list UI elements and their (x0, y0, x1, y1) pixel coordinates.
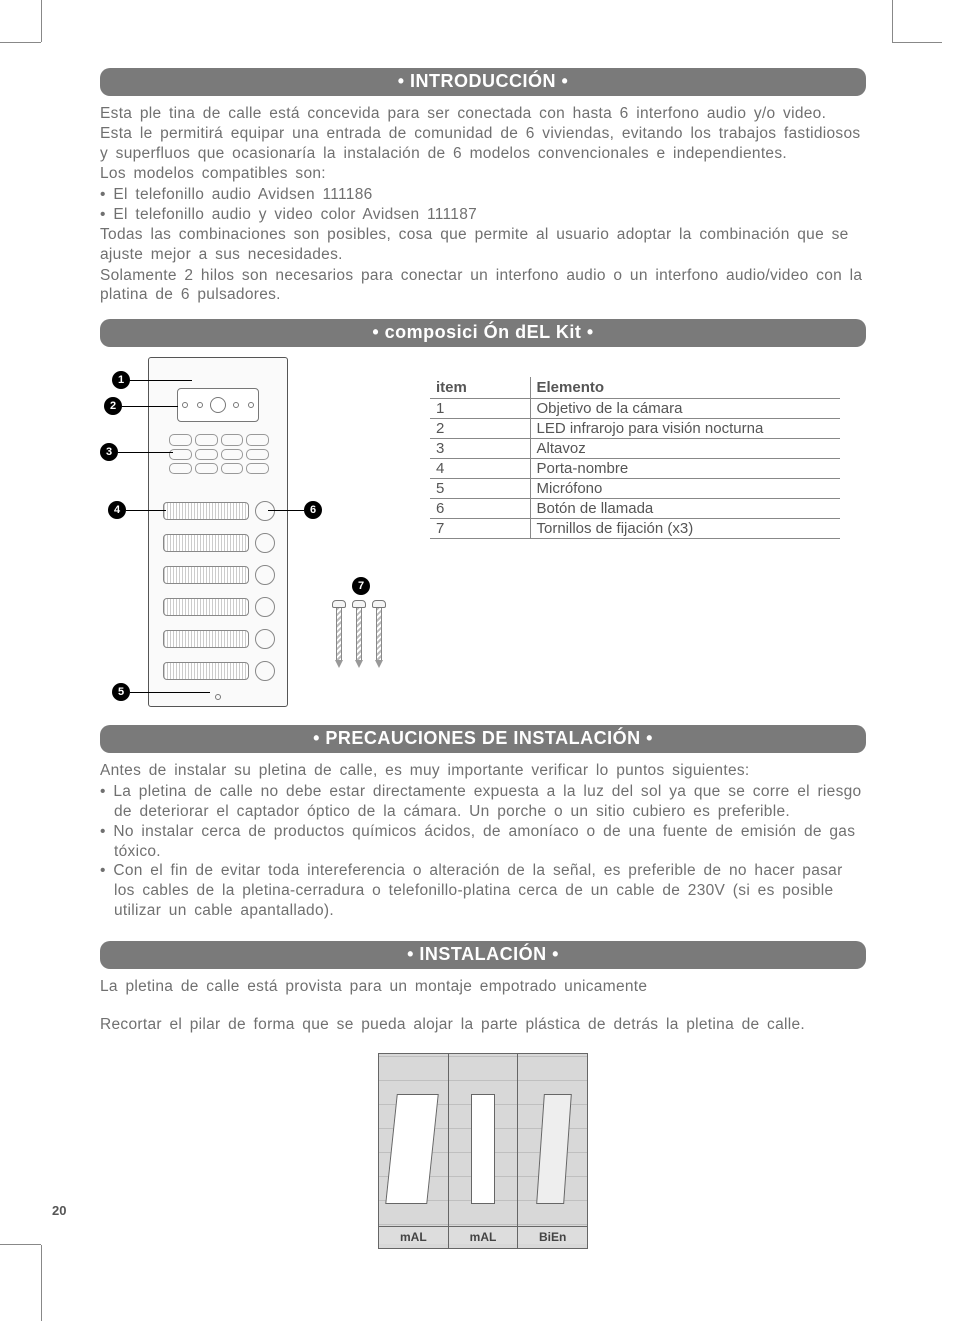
kit-items-table: item Elemento 1Objetivo de la cámara 2LE… (430, 377, 840, 539)
name-slot (163, 502, 249, 520)
name-slot (163, 662, 249, 680)
table-row: 6Botón de llamada (430, 499, 840, 519)
call-button-icon (255, 565, 275, 585)
pillar-bad-2: mAL (449, 1054, 519, 1248)
call-row (163, 530, 275, 556)
table-row: 1Objetivo de la cámara (430, 399, 840, 419)
section-title-intro: • INTRODUCCIÓN • (100, 68, 866, 96)
camera-lens-icon (210, 397, 226, 413)
install-p2: Recortar el pilar de forma que se pueda … (100, 1015, 866, 1035)
name-slot (163, 566, 249, 584)
intro-p1: Esta ple tina de calle está concevida pa… (100, 104, 866, 163)
call-button-icon (255, 501, 275, 521)
table-row: 3Altavoz (430, 439, 840, 459)
call-row (163, 594, 275, 620)
callout-1: 1 (112, 371, 130, 389)
name-slot (163, 534, 249, 552)
table-row: 2LED infrarojo para visión nocturna (430, 419, 840, 439)
table-row: 7Tornillos de fijación (x3) (430, 519, 840, 539)
pillar-label: mAL (379, 1226, 448, 1244)
pillar-good: BiEn (518, 1054, 587, 1248)
intro-p4: Solamente 2 hilos son necesarios para co… (100, 266, 866, 306)
call-button-icon (255, 597, 275, 617)
intro-p2: Los modelos compatibles son: (100, 164, 866, 184)
intro-text: Esta ple tina de calle está concevida pa… (100, 104, 866, 305)
callout-6: 6 (304, 501, 322, 519)
pillar-bad-1: mAL (379, 1054, 449, 1248)
table-row: 4Porta-nombre (430, 459, 840, 479)
ir-led-icon (182, 402, 188, 408)
install-p1: La pletina de calle está provista para u… (100, 977, 866, 997)
call-row (163, 498, 275, 524)
section-title-install: • INSTALACIÓN • (100, 941, 866, 969)
ir-led-icon (233, 402, 239, 408)
device-body (148, 357, 288, 707)
precautions-li2: No instalar cerca de productos químicos … (100, 822, 866, 862)
name-slot (163, 598, 249, 616)
speaker-grill (169, 434, 269, 474)
callout-5: 5 (112, 683, 130, 701)
section-title-kit: • composici Ón dEL Kit • (100, 319, 866, 347)
name-slot (163, 630, 249, 648)
table-header-elem: Elemento (530, 377, 840, 399)
page-content: • INTRODUCCIÓN • Esta ple tina de calle … (100, 68, 866, 1249)
precautions-intro: Antes de instalar su pletina de calle, e… (100, 761, 866, 781)
install-text: La pletina de calle está provista para u… (100, 977, 866, 1035)
callout-3: 3 (100, 443, 118, 461)
callout-2: 2 (104, 397, 122, 415)
callout-4: 4 (108, 501, 126, 519)
intro-li1: El telefonillo audio Avidsen 111186 (100, 185, 866, 205)
table-row: 5Micrófono (430, 479, 840, 499)
call-row (163, 658, 275, 684)
call-button-icon (255, 629, 275, 649)
microphone-icon (215, 694, 221, 700)
pillar-label: BiEn (518, 1226, 587, 1244)
camera-module (177, 388, 259, 422)
intro-p3: Todas las combinaciones son posibles, co… (100, 225, 866, 265)
precautions-text: Antes de instalar su pletina de calle, e… (100, 761, 866, 921)
ir-led-icon (248, 402, 254, 408)
precautions-li3: Con el fin de evitar toda intereferencia… (100, 861, 866, 920)
ir-led-icon (197, 402, 203, 408)
screws-icon (330, 582, 390, 682)
table-header-item: item (430, 377, 530, 399)
intro-li2: El telefonillo audio y video color Avids… (100, 205, 866, 225)
call-row (163, 562, 275, 588)
install-diagram: mAL mAL BiEn (378, 1053, 588, 1249)
call-button-icon (255, 661, 275, 681)
kit-content: 1 2 3 4 5 6 7 item Elemento (100, 357, 866, 717)
device-diagram: 1 2 3 4 5 6 7 (100, 357, 400, 717)
call-button-icon (255, 533, 275, 553)
section-title-precautions: • PRECAUCIONES DE INSTALACIÓN • (100, 725, 866, 753)
pillar-label: mAL (449, 1226, 518, 1244)
call-row (163, 626, 275, 652)
page-number: 20 (52, 1203, 66, 1218)
precautions-li1: La pletina de calle no debe estar direct… (100, 782, 866, 822)
